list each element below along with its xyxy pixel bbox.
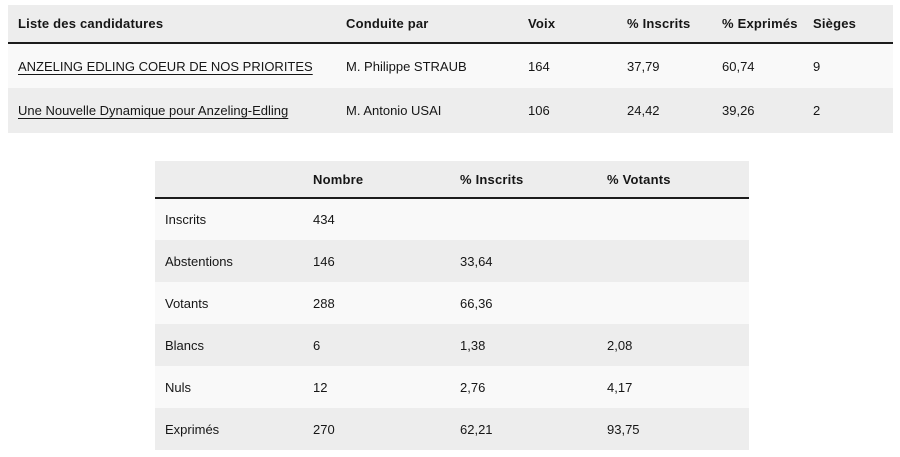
candidates-header-row: Liste des candidatures Conduite par Voix… <box>8 5 893 44</box>
cell-pct-exprimes: 39,26 <box>722 103 755 118</box>
column-header-voix: Voix <box>528 5 627 44</box>
participation-row: Inscrits 434 <box>155 198 749 240</box>
cell-pct-inscrits: 2,76 <box>460 379 486 395</box>
cell-nombre: 6 <box>313 337 321 353</box>
column-header-pct-votants: % Votants <box>607 161 749 199</box>
cell-pct-inscrits: 62,21 <box>460 421 493 437</box>
cell-conduite-par: M. Antonio USAI <box>346 103 442 118</box>
cell-nombre: 288 <box>313 295 335 311</box>
cell-pct-votants <box>607 282 749 324</box>
candidate-row: Une Nouvelle Dynamique pour Anzeling-Edl… <box>8 88 893 133</box>
cell-pct-votants: 2,08 <box>607 337 633 353</box>
participation-row: Abstentions 146 33,64 <box>155 240 749 282</box>
cell-label: Nuls <box>165 379 192 395</box>
cell-pct-votants: 4,17 <box>607 379 633 395</box>
column-header-empty <box>155 161 313 199</box>
cell-pct-inscrits: 66,36 <box>460 295 493 311</box>
column-header-liste: Liste des candidatures <box>8 5 346 44</box>
candidate-row: ANZELING EDLING COEUR DE NOS PRIORITES M… <box>8 43 893 88</box>
cell-pct-votants <box>607 198 749 240</box>
cell-sieges: 9 <box>813 58 821 74</box>
cell-label: Abstentions <box>165 253 233 269</box>
cell-pct-inscrits: 24,42 <box>627 103 660 118</box>
column-header-pct-inscrits: % Inscrits <box>460 161 607 199</box>
cell-pct-inscrits: 37,79 <box>627 58 660 74</box>
column-header-pct-exprimes: % Exprimés <box>722 5 813 44</box>
cell-sieges: 2 <box>813 103 821 118</box>
cell-pct-inscrits: 33,64 <box>460 253 493 269</box>
column-header-sieges: Sièges <box>813 5 893 44</box>
participation-row: Votants 288 66,36 <box>155 282 749 324</box>
cell-liste: Une Nouvelle Dynamique pour Anzeling-Edl… <box>8 88 346 133</box>
cell-nombre: 434 <box>313 212 335 227</box>
cell-label: Inscrits <box>165 212 207 227</box>
column-header-nombre: Nombre <box>313 161 460 199</box>
candidate-list-link[interactable]: Une Nouvelle Dynamique pour Anzeling-Edl… <box>18 103 289 118</box>
cell-label: Blancs <box>165 337 205 353</box>
cell-pct-inscrits: 1,38 <box>460 337 486 353</box>
cell-voix: 164 <box>528 58 550 74</box>
participation-row: Exprimés 270 62,21 93,75 <box>155 408 749 450</box>
cell-label: Exprimés <box>165 421 220 437</box>
cell-pct-inscrits <box>460 198 607 240</box>
cell-nombre: 12 <box>313 379 328 395</box>
cell-conduite-par: M. Philippe STRAUB <box>346 58 467 74</box>
participation-row: Nuls 12 2,76 4,17 <box>155 366 749 408</box>
cell-pct-votants: 93,75 <box>607 421 640 437</box>
participation-header-row: Nombre % Inscrits % Votants <box>155 161 749 199</box>
cell-pct-exprimes: 60,74 <box>722 58 755 74</box>
participation-summary-table: Nombre % Inscrits % Votants Inscrits 434… <box>155 161 749 450</box>
candidate-list-link[interactable]: ANZELING EDLING COEUR DE NOS PRIORITES <box>18 58 313 74</box>
cell-label: Votants <box>165 295 209 311</box>
cell-nombre: 146 <box>313 253 335 269</box>
candidates-results-table: Liste des candidatures Conduite par Voix… <box>8 5 893 133</box>
cell-voix: 106 <box>528 103 550 118</box>
cell-liste: ANZELING EDLING COEUR DE NOS PRIORITES <box>8 43 346 88</box>
column-header-pct-inscrits: % Inscrits <box>627 5 722 44</box>
column-header-conduite-par: Conduite par <box>346 5 528 44</box>
cell-pct-votants <box>607 240 749 282</box>
participation-row: Blancs 6 1,38 2,08 <box>155 324 749 366</box>
cell-nombre: 270 <box>313 421 335 437</box>
